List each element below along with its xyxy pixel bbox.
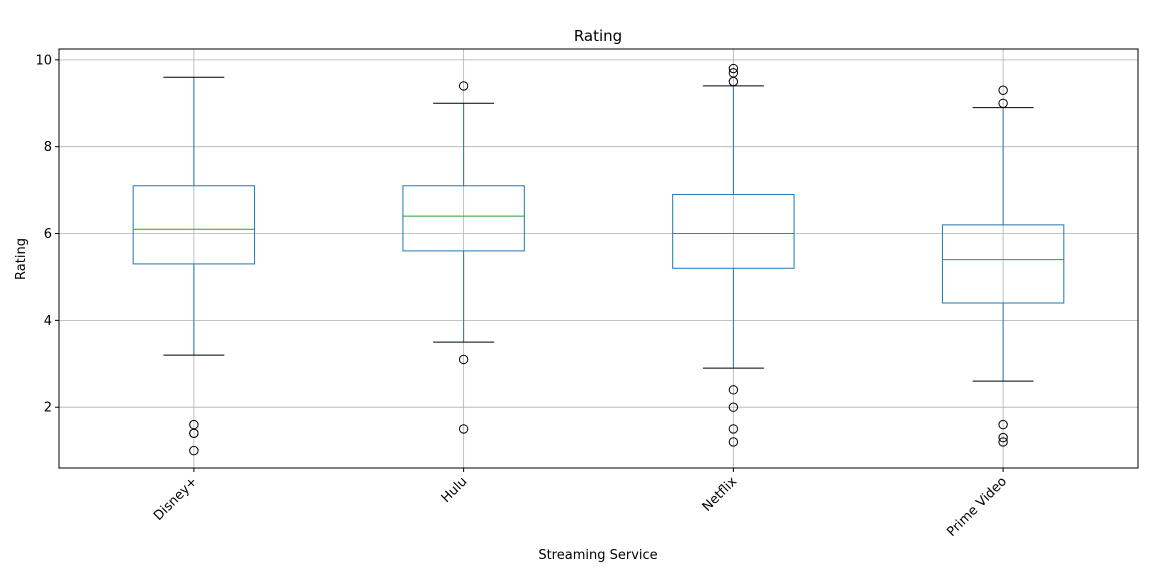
outlier-point — [728, 424, 739, 434]
y-axis-label: Rating — [14, 238, 29, 280]
box-group-disney- — [132, 76, 256, 456]
outlier-point — [189, 428, 199, 438]
outlier-point — [998, 437, 1008, 447]
box-group-netflix — [672, 63, 795, 447]
x-tick-label: Hulu — [439, 474, 471, 506]
x-tick-label: Disney+ — [151, 474, 201, 524]
y-tick-label: 4 — [44, 314, 52, 329]
plot-frame — [58, 48, 1139, 469]
outlier-point — [728, 385, 739, 395]
iqr-box — [941, 224, 1065, 304]
iqr-box — [132, 185, 256, 265]
outlier-point — [458, 81, 469, 91]
iqr-box — [672, 193, 795, 269]
outlier-point — [998, 85, 1008, 95]
outlier-point — [728, 402, 739, 412]
y-tick-label: 2 — [44, 401, 52, 416]
outlier-point — [998, 419, 1008, 430]
y-tick-label: 10 — [35, 53, 52, 68]
outlier-point — [728, 63, 739, 74]
y-tick-label: 6 — [44, 227, 52, 242]
outlier-point — [998, 98, 1008, 108]
axis-layer: 2 4 6 8 10 Disney+ Hulu Netflix Prime Video — [35, 53, 1010, 539]
box-group-hulu — [402, 81, 525, 434]
outlier-point — [728, 437, 739, 447]
outlier-point — [458, 354, 469, 365]
box-layer — [132, 63, 1065, 456]
outlier-point — [189, 445, 199, 456]
y-tick-label: 8 — [44, 140, 52, 155]
grid-layer — [59, 49, 1138, 468]
x-tick-label: Prime Video — [944, 474, 1010, 540]
iqr-box — [402, 185, 525, 252]
chart-title: Rating — [574, 27, 622, 45]
x-tick-label: Netflix — [700, 474, 741, 515]
box-group-prime-video — [941, 85, 1065, 447]
outlier-point — [728, 76, 739, 87]
outlier-point — [998, 432, 1008, 443]
x-axis-label: Streaming Service — [538, 548, 657, 563]
outlier-point — [458, 424, 469, 434]
